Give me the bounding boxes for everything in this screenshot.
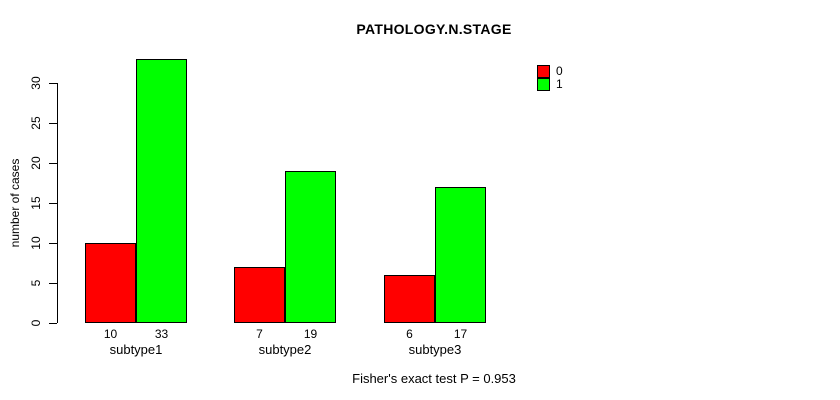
legend-swatch-1 (537, 78, 550, 91)
legend-label-1: 1 (556, 77, 563, 91)
y-axis-tick (49, 243, 57, 244)
y-axis-tick (49, 123, 57, 124)
bar-subtype2-group0 (234, 267, 285, 323)
bar-count-label: 10 (103, 327, 118, 341)
y-axis-tick (49, 323, 57, 324)
bar-subtype2-group1 (285, 171, 336, 323)
category-label-subtype1: subtype1 (109, 342, 163, 357)
y-axis-tick-label: 30 (29, 76, 43, 90)
y-axis-tick (49, 163, 57, 164)
y-axis-tick (49, 203, 57, 204)
bar-subtype3-group1 (435, 187, 486, 323)
bar-count-label: 17 (453, 327, 468, 341)
y-axis-tick-label: 20 (29, 156, 43, 170)
bar-subtype1-group0 (85, 243, 136, 323)
bar-subtype1-group1 (136, 59, 187, 323)
y-axis-line (57, 83, 58, 323)
bar-count-label: 6 (406, 327, 413, 341)
bar-count-label: 7 (256, 327, 263, 341)
y-axis-tick-label: 5 (29, 279, 43, 287)
y-axis-tick-label: 0 (29, 319, 43, 327)
category-label-subtype3: subtype3 (408, 342, 462, 357)
bar-subtype3-group0 (384, 275, 435, 323)
legend-swatch-0 (537, 65, 550, 78)
y-axis-tick-label: 15 (29, 196, 43, 210)
y-axis-tick (49, 283, 57, 284)
legend-label-0: 0 (556, 64, 563, 78)
y-axis-tick-label: 10 (29, 236, 43, 250)
fisher-test-annotation: Fisher's exact test P = 0.953 (352, 371, 516, 386)
y-axis-title: number of cases (8, 158, 22, 248)
y-axis-tick (49, 83, 57, 84)
y-axis-tick-label: 25 (29, 116, 43, 130)
bar-count-label: 19 (303, 327, 318, 341)
chart-title: PATHOLOGY.N.STAGE (356, 21, 512, 37)
bar-count-label: 33 (154, 327, 169, 341)
category-label-subtype2: subtype2 (258, 342, 312, 357)
